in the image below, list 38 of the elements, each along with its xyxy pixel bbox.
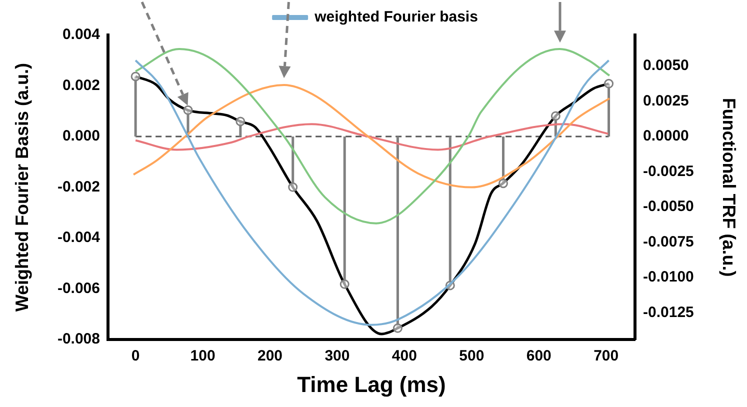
y-tick-label: -0.002 — [57, 178, 100, 196]
y2-tick-label: -0.0075 — [643, 233, 694, 250]
legend-label: weighted Fourier basis — [314, 8, 478, 26]
y-tick-label: -0.008 — [57, 330, 100, 348]
point — [392, 323, 402, 333]
x-tick-label: 600 — [526, 348, 552, 365]
y-tick-label: 0.000 — [62, 128, 100, 145]
x-tick-label: 0 — [131, 348, 140, 365]
y2-tick-label: -0.0025 — [643, 162, 694, 180]
point — [340, 279, 350, 289]
y2-tick-label: 0.0000 — [643, 128, 689, 145]
y-tick-label: 0.004 — [62, 26, 101, 44]
point — [498, 178, 508, 188]
point — [288, 182, 298, 192]
y2-tick-label: 0.0025 — [643, 92, 689, 110]
y2-tick-label: -0.0050 — [643, 198, 694, 216]
y-tick-label: -0.004 — [57, 229, 101, 246]
line-series — [132, 84, 610, 188]
y-tick-label: -0.006 — [57, 280, 100, 297]
x-tick-label: 500 — [459, 348, 484, 365]
point — [550, 111, 560, 121]
x-tick-label: 400 — [392, 348, 417, 365]
point — [130, 72, 140, 82]
y2-tick-label: -0.0125 — [643, 304, 694, 321]
line-series — [134, 123, 610, 151]
x-tick-label: 700 — [594, 348, 619, 365]
point — [236, 116, 246, 126]
point — [604, 78, 614, 88]
y2-tick-label: -0.0100 — [643, 268, 694, 286]
x-tick-label: 300 — [324, 348, 350, 365]
x-tick-label: 100 — [190, 348, 216, 365]
point — [183, 105, 193, 115]
x-axis-title: Time Lag (ms) — [297, 372, 446, 397]
x-tick-label: 200 — [257, 348, 283, 365]
y2-tick-label: 0.0050 — [643, 57, 689, 74]
y-tick-label: 0.002 — [62, 76, 100, 94]
y2-axis-title: Functional TRF (a.u.) — [719, 98, 740, 277]
y-axis-title: Weighted Fourier Basis (a.u.) — [12, 62, 32, 312]
